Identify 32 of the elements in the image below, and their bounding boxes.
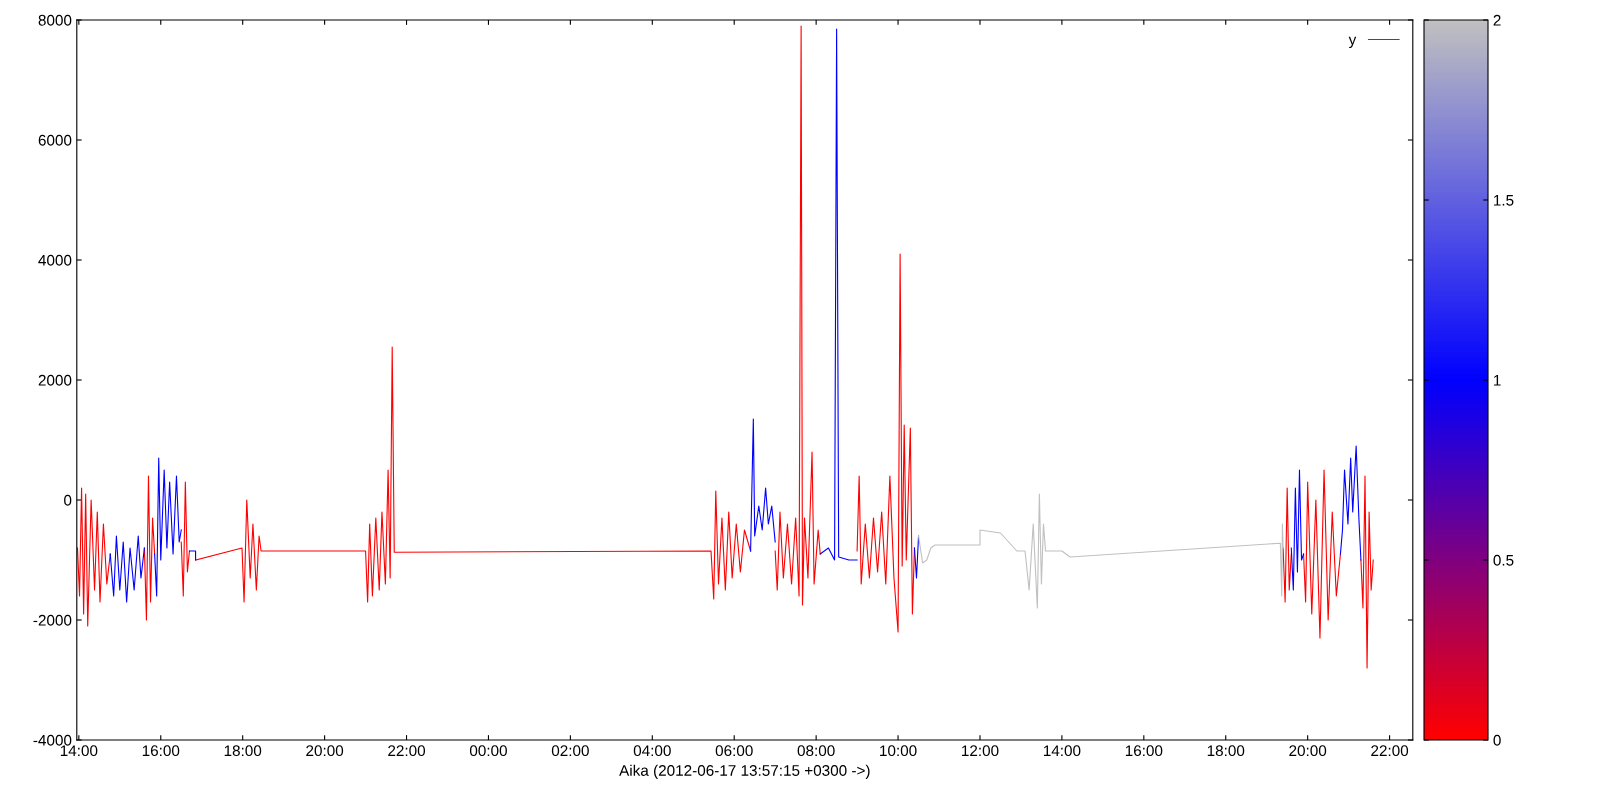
x-tick-label: 06:00 — [715, 745, 753, 757]
x-axis-title: Aika (2012-06-17 13:57:15 +0300 ->) — [619, 764, 870, 779]
x-tick-label: 14:00 — [1043, 745, 1081, 757]
color-bar-label: 0 — [1493, 734, 1501, 746]
legend-label: y — [1348, 36, 1357, 48]
x-tick-label: 20:00 — [306, 745, 344, 757]
x-tick-label: 02:00 — [551, 745, 589, 757]
x-tick-label: 22:00 — [1371, 745, 1409, 757]
y-tick-label: -4000 — [33, 734, 72, 746]
x-tick-label: 18:00 — [224, 745, 262, 757]
y-tick-label: 6000 — [38, 134, 72, 146]
x-tick-label: 04:00 — [633, 745, 671, 757]
y-tick-label: 2000 — [38, 374, 72, 386]
x-tick-label: 16:00 — [142, 745, 180, 757]
x-tick-label: 18:00 — [1207, 745, 1245, 757]
x-tick-label: 22:00 — [388, 745, 426, 757]
x-tick-label: 08:00 — [797, 745, 835, 757]
line-series — [917, 493, 1284, 609]
x-tick-label: 10:00 — [880, 745, 917, 757]
x-tick-label: 12:00 — [962, 745, 999, 757]
x-tick-label: 14:00 — [60, 745, 98, 757]
y-tick-label: 4000 — [38, 254, 72, 266]
y-tick-label: 0 — [64, 494, 72, 506]
color-bar-label: 0.5 — [1493, 554, 1514, 566]
y-tick-label: 8000 — [38, 14, 72, 26]
color-bar-label: 1.5 — [1494, 195, 1514, 206]
color-bar-label: 1 — [1494, 375, 1501, 386]
x-tick-label: 00:00 — [469, 745, 507, 757]
x-tick-label: 16:00 — [1125, 745, 1163, 757]
y-tick-label: -2000 — [33, 614, 72, 626]
color-bar-label: 2 — [1493, 14, 1501, 26]
x-tick-label: 20:00 — [1289, 745, 1327, 757]
